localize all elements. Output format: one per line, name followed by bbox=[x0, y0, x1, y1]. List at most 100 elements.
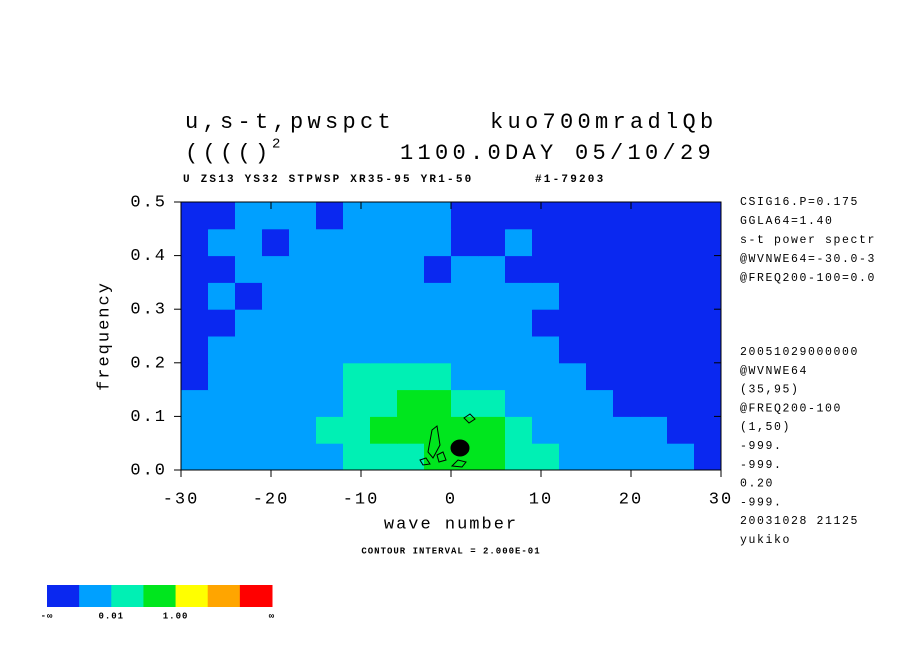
contour-cell bbox=[316, 336, 344, 364]
x-tick-label: 10 bbox=[529, 490, 553, 509]
y-tick-label: 0.5 bbox=[130, 193, 167, 212]
contour-cell bbox=[586, 282, 614, 310]
contour-cell bbox=[397, 309, 425, 337]
contour-cell bbox=[532, 255, 560, 283]
contour-cell bbox=[181, 255, 209, 283]
contour-cell bbox=[316, 255, 344, 283]
contour-cell bbox=[532, 416, 560, 444]
contour-cell bbox=[397, 443, 425, 471]
contour-cell bbox=[640, 282, 668, 310]
contour-cell bbox=[289, 336, 317, 364]
contour-cell bbox=[667, 228, 695, 257]
contour-cell bbox=[208, 228, 236, 257]
contour-cell bbox=[586, 389, 614, 417]
contour-cell bbox=[289, 362, 317, 391]
contour-cell bbox=[451, 362, 479, 391]
contour-cell bbox=[208, 202, 236, 230]
contour-cell bbox=[478, 416, 506, 444]
contour-cell bbox=[262, 443, 290, 471]
note: yukiko bbox=[740, 534, 791, 547]
contour-cell bbox=[289, 443, 317, 471]
colorbar-box bbox=[47, 585, 80, 607]
chart-title2-right: 1100.0DAY 05/10/29 bbox=[400, 141, 715, 166]
colorbar-label: ∞ bbox=[269, 611, 275, 621]
note: @FREQ200-100=0.0 bbox=[740, 272, 876, 285]
contour-cell bbox=[505, 255, 533, 283]
contour-cell bbox=[316, 389, 344, 417]
contour-cell bbox=[262, 202, 290, 230]
contour-cell bbox=[613, 443, 641, 471]
contour-cell bbox=[694, 443, 722, 471]
contour-cell bbox=[370, 282, 398, 310]
contour-cell bbox=[640, 336, 668, 364]
contour-cell bbox=[235, 336, 263, 364]
contour-cell bbox=[478, 443, 506, 471]
note: @WVNWE64=-30.0-3 bbox=[740, 253, 876, 266]
contour-cell bbox=[181, 362, 209, 391]
contour-cell bbox=[694, 255, 722, 283]
contour-cell bbox=[613, 202, 641, 230]
colorbar-label: -∞ bbox=[41, 611, 54, 621]
contour-cell bbox=[505, 282, 533, 310]
contour-cell bbox=[532, 389, 560, 417]
contour-cell bbox=[559, 389, 587, 417]
contour-cell bbox=[505, 309, 533, 337]
contour-cell bbox=[397, 202, 425, 230]
contour-cell bbox=[208, 416, 236, 444]
contour-cell bbox=[235, 443, 263, 471]
contour-cell bbox=[235, 228, 263, 257]
x-tick-label: 0 bbox=[445, 490, 457, 509]
contour-cell bbox=[505, 336, 533, 364]
note: GGLA64=1.40 bbox=[740, 215, 834, 228]
contour-cell bbox=[667, 416, 695, 444]
contour-cell bbox=[397, 389, 425, 417]
contour-cell bbox=[289, 416, 317, 444]
note: (35,95) bbox=[740, 384, 800, 397]
contour-cell bbox=[262, 228, 290, 257]
x-tick-label: 30 bbox=[709, 490, 733, 509]
contour-cell bbox=[181, 309, 209, 337]
contour-cell bbox=[289, 389, 317, 417]
contour-cell bbox=[235, 202, 263, 230]
contour-cell bbox=[640, 416, 668, 444]
contour-cell bbox=[424, 202, 452, 230]
contour-cell bbox=[181, 228, 209, 257]
contour-cell bbox=[559, 282, 587, 310]
contour-cell bbox=[640, 362, 668, 391]
y-tick-label: 0.3 bbox=[130, 301, 167, 320]
colorbar-box bbox=[207, 585, 241, 607]
contour-cell bbox=[478, 255, 506, 283]
contour-cell bbox=[586, 255, 614, 283]
contour-cell bbox=[640, 443, 668, 471]
contour-cell bbox=[316, 416, 344, 444]
contour-cell bbox=[694, 389, 722, 417]
contour-cell bbox=[343, 443, 371, 471]
contour-cell bbox=[424, 389, 452, 417]
y-axis-label: frequency bbox=[95, 281, 114, 391]
contour-cell bbox=[208, 443, 236, 471]
contour-cell bbox=[559, 443, 587, 471]
contour-cell bbox=[343, 255, 371, 283]
contour-cell bbox=[640, 228, 668, 257]
y-tick-label: 0.4 bbox=[130, 247, 167, 266]
contour-cell bbox=[343, 389, 371, 417]
contour-cell bbox=[289, 282, 317, 310]
contour-cell bbox=[397, 362, 425, 391]
chart-title2-sup: 2 bbox=[272, 137, 285, 153]
contour-cell bbox=[181, 336, 209, 364]
contour-cell bbox=[694, 282, 722, 310]
contour-cell bbox=[235, 309, 263, 337]
contour-cell bbox=[478, 228, 506, 257]
contour-cell bbox=[181, 416, 209, 444]
contour-cell bbox=[343, 362, 371, 391]
note: -999. bbox=[740, 496, 783, 509]
x-tick-label: -20 bbox=[253, 490, 290, 509]
contour-cell bbox=[451, 202, 479, 230]
note: 20031028 21125 bbox=[740, 515, 859, 528]
contour-cell bbox=[343, 336, 371, 364]
contour-line bbox=[436, 451, 447, 463]
contour-cell bbox=[397, 416, 425, 444]
contour-cell bbox=[694, 202, 722, 230]
contour-cell bbox=[613, 389, 641, 417]
